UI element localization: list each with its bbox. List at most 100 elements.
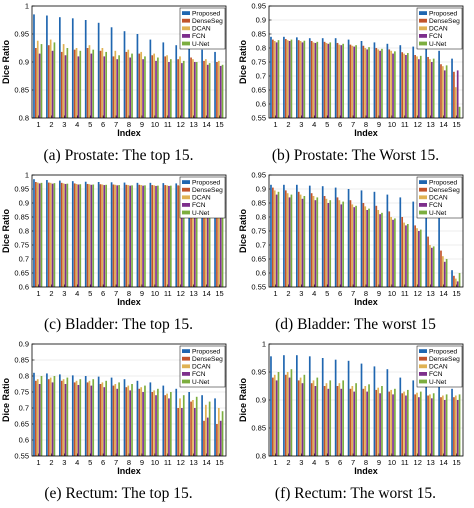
bar-proposed [386, 369, 389, 456]
bar-fcn [340, 388, 343, 456]
y-tick-label: 0.85 [14, 356, 29, 365]
bar-denseseg [164, 56, 167, 118]
bar-denseseg [112, 56, 115, 118]
bar-denseseg [216, 424, 218, 456]
bar-denseseg [164, 185, 167, 287]
bar-dcan [312, 42, 315, 118]
bar-u-net [303, 374, 306, 456]
bar-proposed [308, 356, 311, 456]
bar-dcan [166, 55, 168, 118]
x-tick-label: 15 [452, 289, 460, 298]
bar-denseseg [375, 48, 378, 118]
bar-u-net [40, 376, 43, 456]
bar-proposed [110, 182, 113, 287]
y-tick-label: 0.7 [19, 404, 29, 413]
bar-proposed [149, 182, 152, 287]
bar-fcn [193, 408, 196, 456]
x-tick-label: 6 [338, 120, 342, 129]
bar-proposed [308, 38, 311, 119]
x-tick-label: 3 [62, 458, 66, 467]
bar-dcan [140, 185, 143, 287]
x-tick-label: 4 [75, 120, 79, 129]
bar-denseseg [349, 200, 352, 287]
bar-dcan [351, 45, 354, 119]
bar-denseseg [284, 39, 287, 118]
bar-fcn [103, 56, 106, 118]
bar-proposed [97, 182, 100, 287]
bar-fcn [116, 388, 119, 456]
x-axis-label: Index [117, 128, 141, 138]
x-axis-label: Index [354, 297, 378, 307]
y-tick-label: 0.95 [14, 30, 29, 39]
bar-proposed [412, 380, 415, 456]
bar-denseseg [203, 420, 205, 456]
bar-u-net [458, 394, 461, 456]
bar-proposed [201, 395, 203, 456]
bar-dcan [416, 56, 418, 118]
bar-denseseg [151, 55, 154, 118]
bar-proposed [334, 359, 337, 456]
bar-u-net [66, 183, 69, 287]
x-tick-label: 9 [377, 458, 381, 467]
legend-swatch [419, 187, 427, 192]
caption-f: (f) Rectum: The worst 15. [274, 485, 437, 502]
bar-dcan [351, 204, 354, 287]
bar-denseseg [138, 53, 141, 118]
bar-u-net [303, 196, 306, 287]
bar-fcn [443, 400, 446, 456]
bar-dcan [153, 53, 155, 118]
bar-denseseg [297, 191, 300, 287]
bar-fcn [366, 391, 368, 456]
bar-proposed [347, 39, 350, 118]
bar-dcan [364, 48, 367, 118]
legend-label: Proposed [192, 179, 221, 186]
x-tick-label: 2 [286, 458, 290, 467]
bar-u-net [144, 56, 146, 118]
chart-panel-a: 0.8 0.85 0.9 0.95 1 1 2 3 4 5 6 7 8 9 10 11 12 13 14 15 Inde… [0, 0, 237, 169]
bar-fcn [353, 207, 356, 287]
bar-denseseg [388, 49, 391, 118]
bar-u-net [303, 40, 306, 118]
legend-label: DCAN [192, 195, 211, 202]
bar-fcn [64, 55, 67, 118]
bar-fcn [51, 382, 54, 456]
x-tick-label: 9 [140, 458, 144, 467]
bar-fcn [142, 59, 144, 118]
bar-dcan [390, 389, 392, 456]
bar-proposed [283, 355, 285, 456]
bar-proposed [110, 377, 113, 456]
bar-denseseg [414, 225, 416, 287]
x-tick-label: 10 [151, 289, 159, 298]
bar-denseseg [323, 386, 326, 456]
bar-dcan [286, 193, 289, 287]
bar-proposed [136, 182, 139, 287]
bar-dcan [390, 217, 392, 287]
bar-fcn [327, 43, 330, 118]
x-tick-label: 11 [164, 289, 172, 298]
x-tick-label: 15 [215, 289, 223, 298]
x-tick-label: 15 [452, 120, 460, 129]
bar-dcan [88, 45, 91, 119]
bar-proposed [33, 372, 35, 456]
bar-dcan [49, 377, 52, 456]
bar-dcan [101, 184, 104, 287]
bar-fcn [327, 388, 330, 456]
x-tick-label: 6 [338, 458, 342, 467]
bar-dcan [286, 40, 289, 118]
bar-dcan [192, 59, 194, 118]
bar-u-net [195, 396, 198, 456]
bar-fcn [405, 395, 407, 456]
legend-label: U-Net [429, 379, 446, 386]
bar-denseseg [47, 379, 50, 456]
y-axis-label: Dice Ratio [238, 39, 248, 84]
bar-fcn [155, 60, 157, 118]
bar-fcn [301, 42, 304, 118]
bar-denseseg [47, 45, 50, 119]
bar-fcn [90, 53, 93, 118]
bar-fcn [103, 185, 106, 287]
legend-swatch [419, 18, 427, 23]
bar-proposed [321, 358, 324, 456]
bar-proposed [162, 42, 165, 118]
bar-dcan [273, 374, 276, 456]
